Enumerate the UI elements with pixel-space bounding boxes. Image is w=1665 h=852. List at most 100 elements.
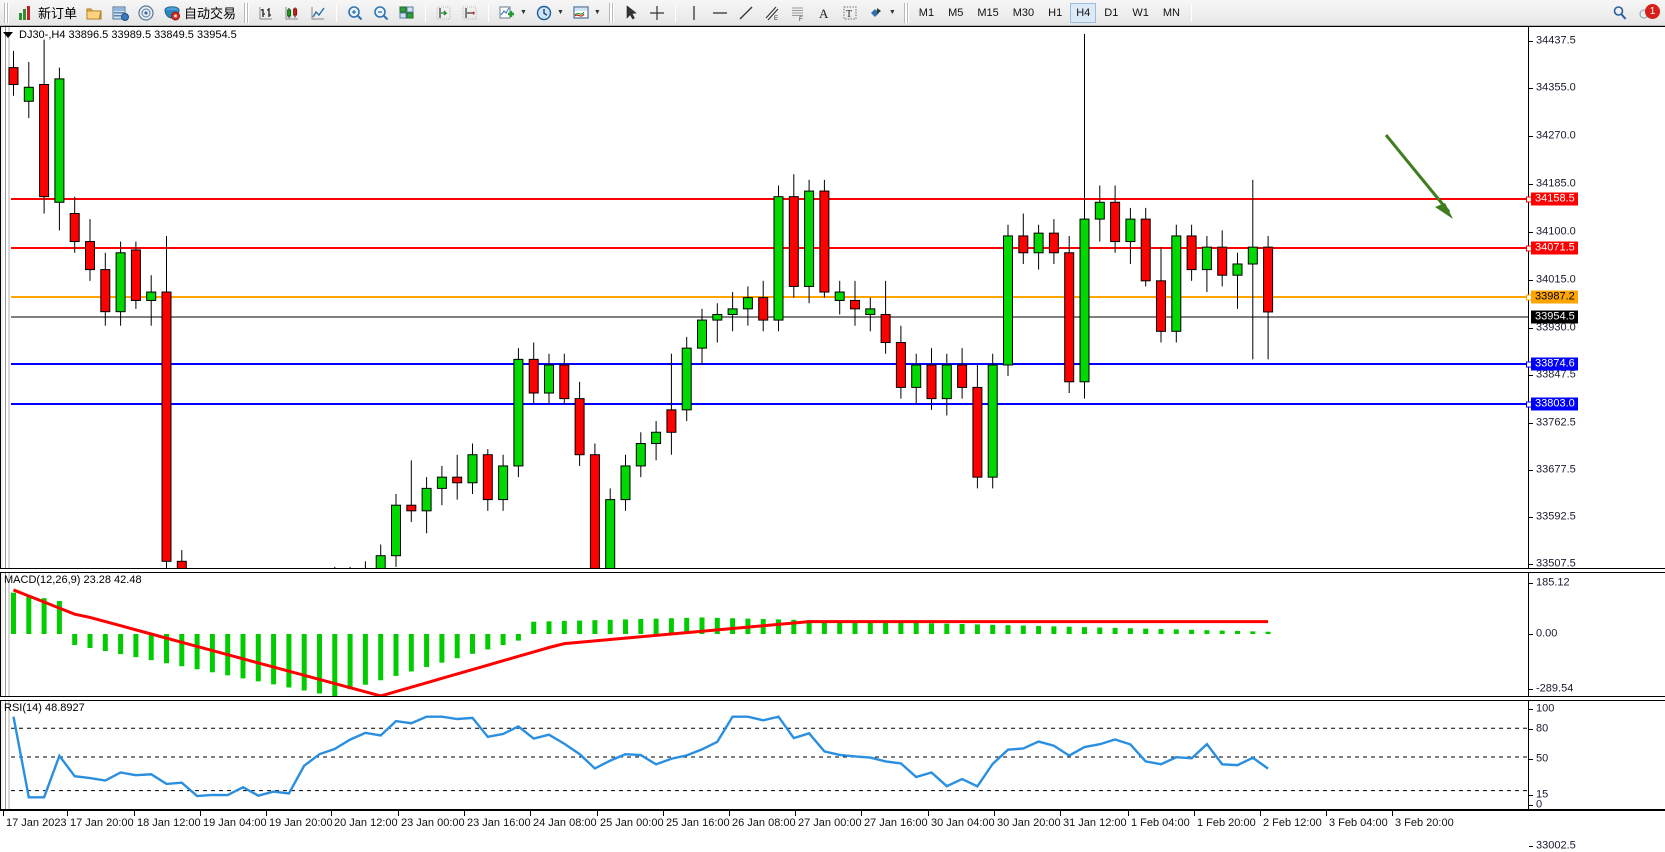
time-tick-label: 23 Jan 16:00 <box>467 817 531 829</box>
chevron-down-icon[interactable]: ▼ <box>888 8 896 16</box>
toolbar-grip-2[interactable] <box>244 2 250 23</box>
price-tick-label: 34355.0 <box>1536 81 1576 94</box>
zoom-in-button[interactable] <box>342 2 368 24</box>
price-level-label-support-1[interactable]: 33874.6 <box>1526 357 1578 371</box>
shift-end-button[interactable] <box>431 2 457 24</box>
search-button[interactable] <box>1607 2 1633 24</box>
price-tick <box>1529 136 1533 137</box>
chart-menu-caret-icon[interactable] <box>3 32 13 38</box>
time-tick <box>530 811 531 816</box>
fibonacci-icon: F <box>791 7 803 22</box>
timeframe-m15[interactable]: M15 <box>977 6 999 19</box>
price-scale[interactable]: 34437.5 34355.0 34270.0 34185.0 34100.0 34015… <box>1526 26 1665 851</box>
price-level-label-resistance-2[interactable]: 34071.5 <box>1526 241 1578 255</box>
price-level-label-resistance-1[interactable]: 34158.5 <box>1526 192 1578 206</box>
level-handle-icon[interactable] <box>1526 294 1532 300</box>
chart-area: DJ30-,H4 33896.5 33989.5 33849.5 33954.5… <box>0 26 1665 851</box>
navigator-button[interactable] <box>133 2 159 24</box>
notifications-button[interactable]: 1 <box>1633 2 1660 24</box>
timeframe-m1[interactable]: M1 <box>918 6 935 19</box>
market-watch-button[interactable] <box>107 2 133 24</box>
macd-pane[interactable]: MACD(12,26,9) 23.28 42.48 <box>0 572 1529 697</box>
level-handle-icon[interactable] <box>1526 361 1532 367</box>
time-tick-label: 27 Jan 00:00 <box>798 817 862 829</box>
arrows-tool-button[interactable]: ▼ <box>863 2 900 24</box>
templates-button[interactable]: ▼ <box>568 2 605 24</box>
zoom-out-button[interactable] <box>368 2 394 24</box>
trendline-icon <box>739 6 753 19</box>
price-tick <box>1529 423 1533 424</box>
timeframe-w1[interactable]: W1 <box>1132 6 1149 19</box>
svg-text:E: E <box>774 16 778 22</box>
toolbar-sep-3 <box>488 3 490 22</box>
auto-trading-button[interactable]: 自动交易 <box>159 2 240 24</box>
text-tool-button[interactable]: A <box>811 2 837 24</box>
clock-icon <box>536 5 552 20</box>
timeframe-d1[interactable]: D1 <box>1104 6 1119 19</box>
time-tick <box>994 811 995 816</box>
chevron-down-icon[interactable]: ▼ <box>593 8 601 16</box>
timeframe-h4[interactable]: H4 <box>1070 2 1097 23</box>
macd-vertical-scrollbar[interactable] <box>1 573 10 696</box>
price-level-label-last-price[interactable]: 33954.5 <box>1531 310 1578 324</box>
level-handle-icon[interactable] <box>1526 401 1532 407</box>
rsi-pane[interactable]: RSI(14) 48.8927 <box>0 700 1529 810</box>
trendline-tool-button[interactable] <box>733 2 759 24</box>
price-tick-label: 34437.5 <box>1536 34 1576 47</box>
chevron-down-icon[interactable]: ▼ <box>520 8 527 16</box>
auto-scroll-button[interactable] <box>457 2 483 24</box>
bar-chart-button[interactable] <box>253 2 279 24</box>
price-level-label-pivot[interactable]: 33987.2 <box>1526 290 1578 304</box>
time-tick <box>1326 811 1327 816</box>
rsi-tick <box>1529 795 1533 796</box>
period-button[interactable]: ▼ <box>531 2 568 24</box>
equidistant-channel-button[interactable]: E <box>759 2 785 24</box>
candlestick-chart-button[interactable] <box>279 2 305 24</box>
price-tick <box>1529 280 1533 281</box>
timeframe-group: M1 M5 M15 M30 H1 H4 D1 W1 MN <box>913 2 1186 23</box>
notification-badge: 1 <box>1645 3 1660 19</box>
text-icon: A <box>819 6 829 21</box>
time-axis[interactable]: 17 Jan 2023 17 Jan 20:00 18 Jan 12:00 19 Ja… <box>0 810 1665 836</box>
toolbar-grip-4[interactable] <box>903 2 909 23</box>
vertical-line-tool-button[interactable] <box>681 2 707 24</box>
time-tick-label: 20 Jan 12:00 <box>334 817 398 829</box>
timeframe-m5[interactable]: M5 <box>948 6 964 19</box>
price-tick-label: 34185.0 <box>1536 177 1576 190</box>
time-tick-label: 24 Jan 08:00 <box>533 817 597 829</box>
timeframe-h1[interactable]: H1 <box>1048 6 1063 19</box>
timeframe-mn[interactable]: MN <box>1162 6 1180 19</box>
chevron-down-icon[interactable]: ▼ <box>556 8 564 16</box>
price-chart-pane[interactable]: DJ30-,H4 33896.5 33989.5 33849.5 33954.5 <box>0 26 1529 569</box>
chart-vertical-scrollbar[interactable] <box>1 27 10 568</box>
fibonacci-tool-button[interactable]: F <box>785 2 811 24</box>
new-order-button[interactable]: 新订单 <box>13 2 81 24</box>
price-tick <box>1529 184 1533 185</box>
rsi-vertical-scrollbar[interactable] <box>1 701 10 809</box>
timeframe-m30[interactable]: M30 <box>1012 6 1035 19</box>
price-level-label-support-2[interactable]: 33803.0 <box>1526 397 1578 411</box>
add-indicator-button[interactable]: ▼ <box>494 2 531 24</box>
tile-windows-button[interactable] <box>394 2 420 24</box>
horizontal-line-tool-button[interactable] <box>707 2 733 24</box>
level-handle-icon[interactable] <box>1526 196 1532 202</box>
level-handle-icon[interactable] <box>1526 245 1532 251</box>
time-tick <box>398 811 399 816</box>
crosshair-tool-button[interactable] <box>644 2 670 24</box>
toolbar-grip-1[interactable] <box>4 2 9 23</box>
time-tick <box>1392 811 1393 816</box>
rsi-tick <box>1529 805 1533 806</box>
time-tick-label: 31 Jan 12:00 <box>1063 817 1127 829</box>
new-order-label: 新订单 <box>38 6 78 21</box>
cursor-tool-button[interactable] <box>618 2 644 24</box>
svg-text:T: T <box>846 9 852 20</box>
time-tick <box>134 811 135 816</box>
macd-scale: 185.12 0.00 -289.54 <box>1529 572 1665 697</box>
time-tick-label: 17 Jan 20:00 <box>70 817 134 829</box>
line-chart-button[interactable] <box>305 2 331 24</box>
time-tick <box>266 811 267 816</box>
data-window-button[interactable] <box>81 2 107 24</box>
text-label-tool-button[interactable]: T <box>837 2 863 24</box>
toolbar-grip-3[interactable] <box>608 2 614 23</box>
price-tick-label: 34015.0 <box>1536 273 1576 286</box>
